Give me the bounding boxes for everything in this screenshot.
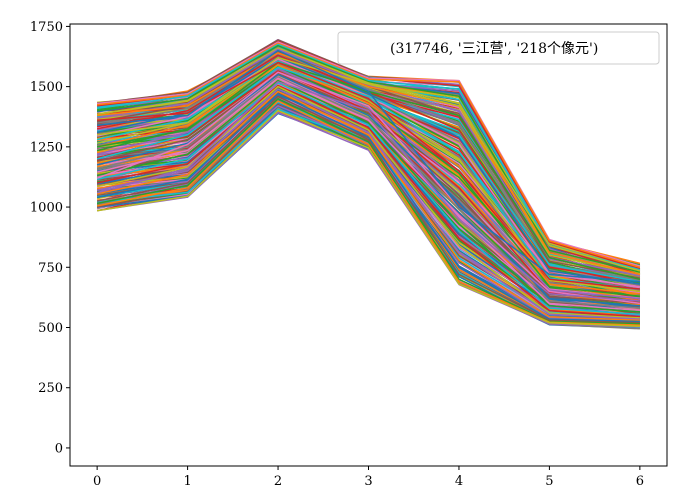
series-line-154 (96, 111, 640, 328)
series-line-211 (97, 56, 641, 272)
series-line-182 (96, 47, 641, 276)
series-layer (96, 38, 641, 330)
series-line-199 (96, 79, 640, 313)
series-line-201 (96, 84, 640, 318)
x-tick-label: 1 (183, 474, 191, 489)
series-line-200 (96, 82, 640, 316)
y-tick-label: 750 (38, 261, 63, 276)
series-line-191 (96, 64, 640, 295)
series-line-206 (96, 95, 640, 324)
series-line-214 (97, 61, 640, 290)
x-tick-label: 4 (455, 474, 463, 489)
series-line-216 (96, 81, 640, 302)
y-tick-label: 1000 (30, 201, 63, 216)
series-line-197 (96, 76, 640, 309)
y-axis: 0 250 500 750 1000 1250 1500 1750 (30, 20, 70, 456)
legend: (317746, '三江营', '218个像元') (337, 31, 660, 65)
x-tick-label: 5 (545, 474, 553, 489)
series-line-213 (96, 66, 641, 283)
legend-label: (317746, '三江营', '218个像元') (390, 41, 598, 57)
series-line-209 (96, 109, 640, 328)
series-line-195 (96, 72, 640, 305)
series-line-205 (96, 93, 640, 323)
x-tick-label: 0 (93, 474, 101, 489)
series-line-204 (96, 90, 640, 322)
y-tick-label: 0 (55, 441, 63, 456)
x-tick-label: 3 (364, 474, 372, 489)
series-line-210 (97, 52, 641, 276)
y-tick-label: 1250 (30, 140, 63, 155)
legend-box (337, 31, 660, 65)
y-tick-label: 500 (38, 321, 63, 336)
x-tick-label: 6 (636, 474, 644, 489)
series-line-198 (96, 77, 640, 312)
series-line-196 (96, 73, 640, 307)
series-line-179 (97, 42, 641, 269)
series-line-193 (96, 67, 640, 300)
x-axis: 0 1 2 3 4 5 6 (93, 466, 644, 489)
series-line-215 (96, 71, 640, 305)
y-tick-label: 250 (38, 381, 63, 396)
y-tick-label: 1500 (30, 80, 63, 95)
series-line-202 (96, 85, 640, 319)
series-line-181 (97, 44, 641, 273)
series-line-217 (97, 49, 640, 283)
series-line-203 (96, 88, 640, 320)
y-tick-label: 1750 (30, 20, 63, 35)
x-tick-label: 2 (274, 474, 282, 489)
